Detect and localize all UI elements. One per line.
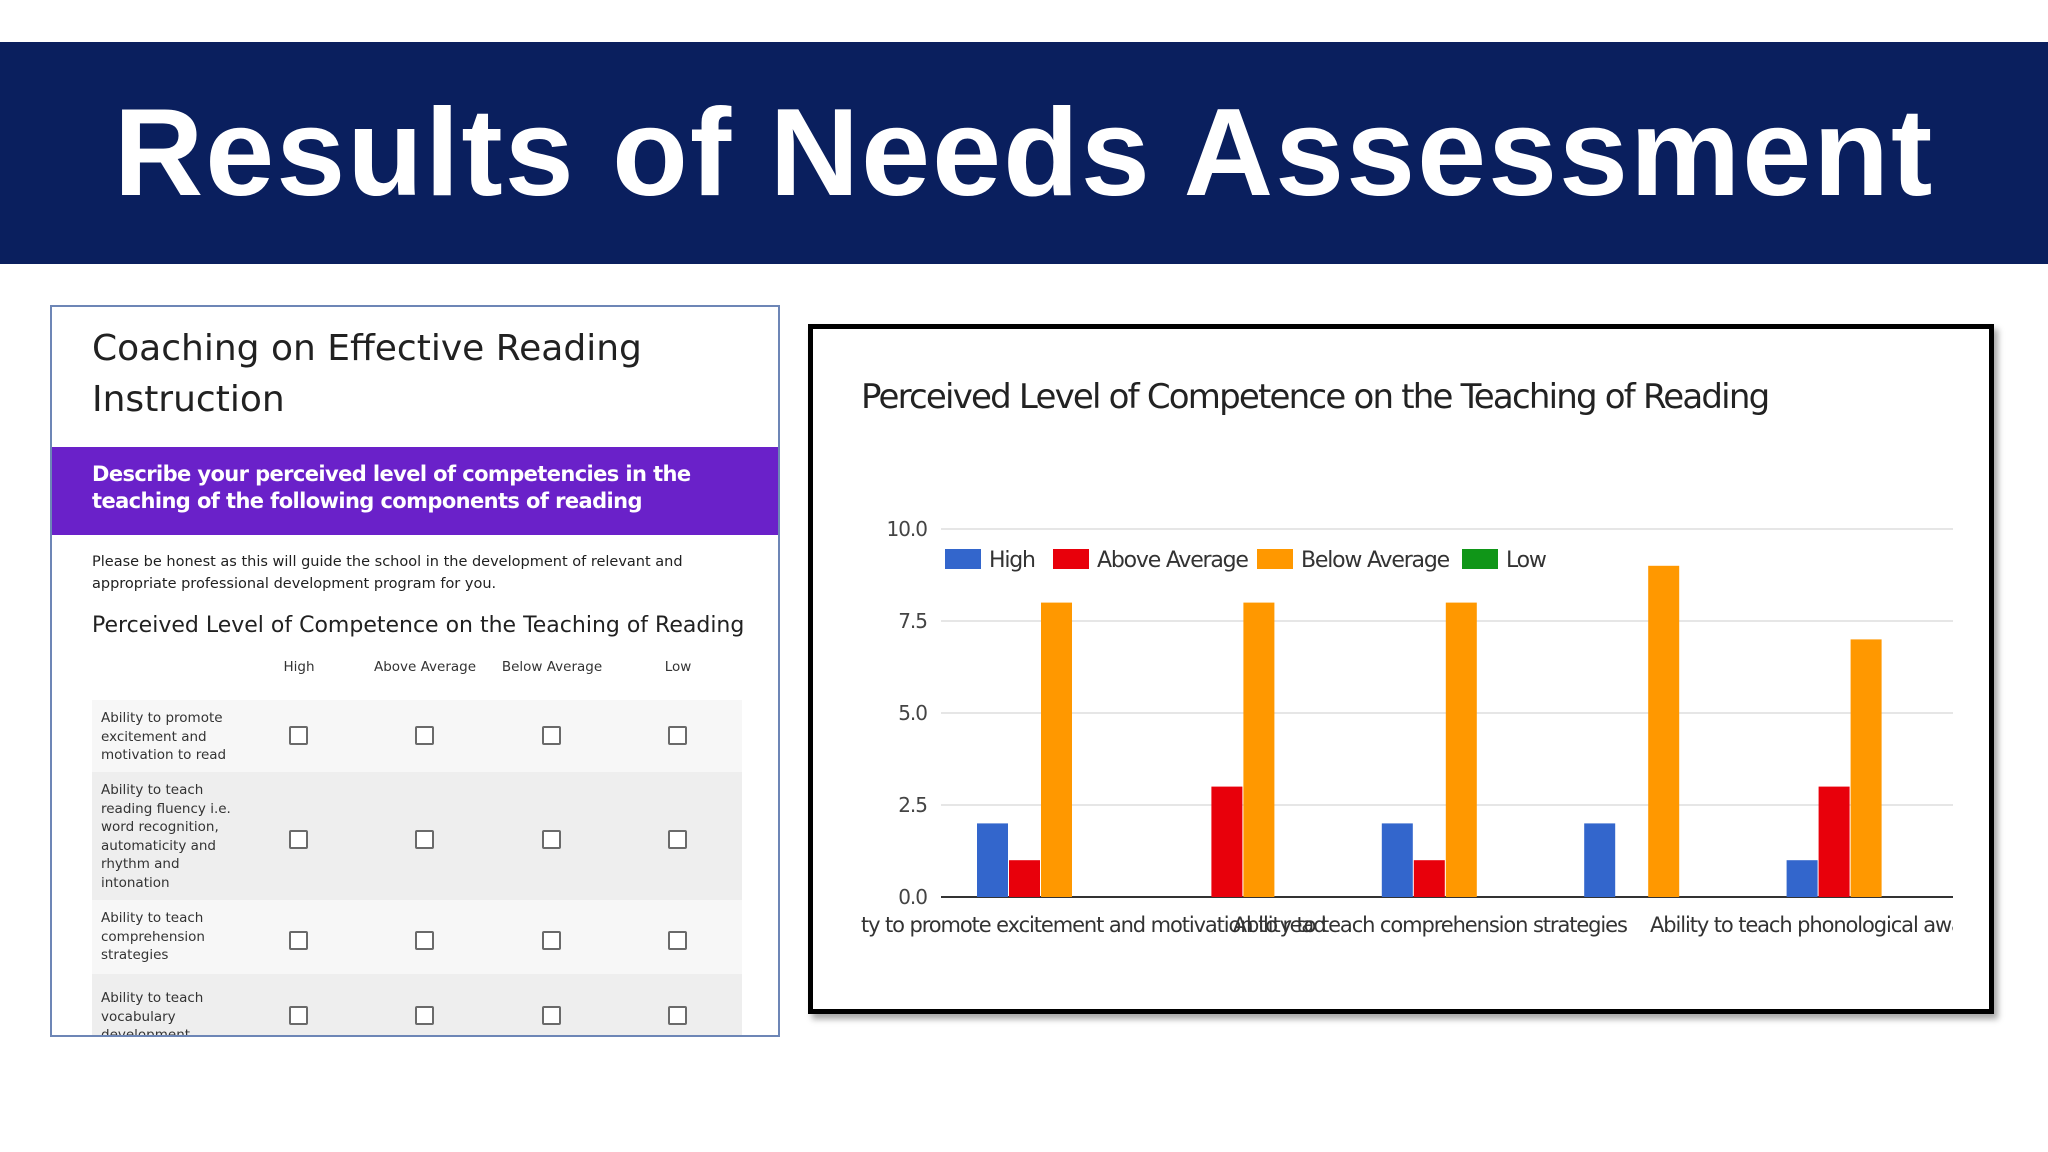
checkbox-high[interactable] [289, 726, 308, 745]
form-panel: Coaching on Effective Reading Instructio… [50, 305, 780, 1037]
legend-swatch [1053, 549, 1089, 569]
legend-label: High [989, 548, 1035, 573]
y-tick-label: 7.5 [898, 609, 927, 633]
legend-label: Above Average [1097, 548, 1248, 573]
checkbox-low[interactable] [668, 726, 687, 745]
legend-label: Low [1506, 548, 1547, 573]
y-tick-label: 0.0 [898, 885, 927, 909]
form-title: Coaching on Effective Reading Instructio… [92, 328, 642, 420]
checkbox-below-average[interactable] [542, 931, 561, 950]
chart-panel: Perceived Level of Competence on the Tea… [808, 324, 1994, 1014]
bar [1818, 786, 1850, 897]
x-category-label: Ability to teach phonological awarene [1650, 913, 1989, 937]
grid-column-low: Low [664, 659, 692, 675]
legend-swatch [1462, 549, 1498, 569]
grid-column-high: High [283, 659, 315, 675]
grid-row: Ability to teach vocabulary development [92, 974, 742, 1037]
bar [1445, 602, 1477, 897]
bar [1584, 823, 1616, 897]
bar-chart: 0.0 2.5 5.0 7.5 10.0 ty to promote excitement… [861, 517, 1989, 937]
grid-row-label: Ability to teach reading fluency i.e. wo… [101, 782, 231, 891]
checkbox-low[interactable] [668, 931, 687, 950]
checkbox-high[interactable] [289, 1006, 308, 1025]
x-category-label: ty to promote excitement and motivation … [861, 913, 1325, 937]
legend-swatch [945, 549, 981, 569]
grid-row-label: Ability to teach comprehension strategie… [101, 910, 205, 963]
checkbox-above-average[interactable] [415, 1006, 434, 1025]
x-category-label: Ability to teach comprehension strategie… [1233, 913, 1627, 937]
title-banner: Results of Needs Assessment [0, 42, 2048, 264]
checkbox-above-average[interactable] [415, 830, 434, 849]
grid-row: Ability to promote excitement and motiva… [92, 700, 742, 772]
slide-title: Results of Needs Assessment [113, 84, 1935, 222]
bar [1786, 860, 1818, 897]
grid-row: Ability to teach comprehension strategie… [92, 900, 742, 974]
form-description: Please be honest as this will guide the … [92, 554, 683, 592]
grid-row: Ability to teach reading fluency i.e. wo… [92, 772, 742, 900]
grid-row-label: Ability to promote excitement and motiva… [101, 710, 227, 763]
legend-swatch [1257, 549, 1293, 569]
checkbox-below-average[interactable] [542, 830, 561, 849]
grid-column-above-average: Above Average [373, 659, 477, 675]
grid-row-label: Ability to teach vocabulary development [101, 990, 204, 1037]
bar [1648, 565, 1680, 897]
bar [1211, 786, 1243, 897]
y-tick-label: 2.5 [898, 793, 927, 817]
bar [1413, 860, 1445, 897]
checkbox-low[interactable] [668, 1006, 687, 1025]
form-question-title: Perceived Level of Competence on the Tea… [92, 613, 745, 638]
checkbox-high[interactable] [289, 830, 308, 849]
checkbox-above-average[interactable] [415, 931, 434, 950]
bar [1009, 860, 1040, 897]
checkbox-below-average[interactable] [542, 726, 561, 745]
y-tick-label: 10.0 [886, 517, 927, 541]
chart-title: Perceived Level of Competence on the Tea… [861, 377, 1770, 417]
checkbox-low[interactable] [668, 830, 687, 849]
bar [977, 823, 1008, 897]
checkbox-above-average[interactable] [415, 726, 434, 745]
grid-column-below-average: Below Average [501, 659, 603, 675]
bar [1243, 602, 1275, 897]
y-tick-label: 5.0 [898, 701, 927, 725]
checkbox-high[interactable] [289, 931, 308, 950]
checkbox-below-average[interactable] [542, 1006, 561, 1025]
bar [1850, 639, 1882, 897]
legend-label: Below Average [1301, 548, 1450, 573]
bar [1041, 602, 1072, 897]
form-section-header: Describe your perceived level of compete… [52, 447, 778, 535]
bar [1381, 823, 1413, 897]
